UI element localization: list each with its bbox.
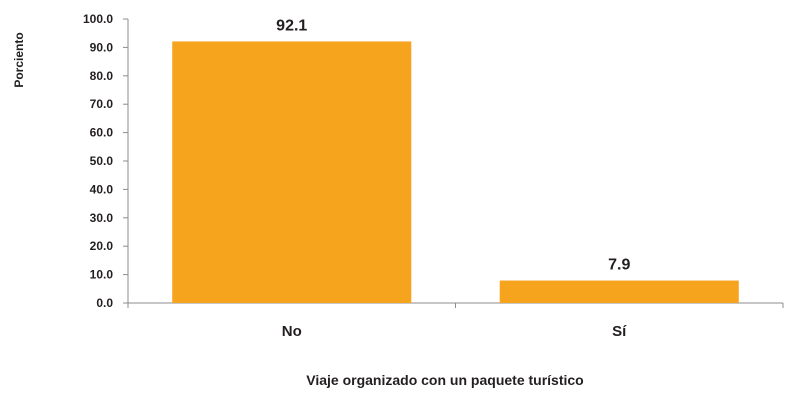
x-axis-title: Viaje organizado con un paquete turístic… — [306, 372, 583, 388]
y-tick-label: 100.0 — [83, 12, 113, 26]
y-tick-label: 50.0 — [90, 154, 114, 168]
y-tick-label: 0.0 — [96, 296, 113, 310]
y-tick-label: 10.0 — [90, 268, 114, 282]
y-tick-label: 20.0 — [90, 239, 114, 253]
x-axis: No Sí — [127, 302, 784, 340]
data-label: 92.1 — [276, 17, 307, 34]
y-axis-title: Porciento — [12, 32, 26, 87]
data-labels: 92.1 7.9 — [276, 17, 630, 273]
y-tick-label: 70.0 — [90, 97, 114, 111]
y-tick-label: 90.0 — [90, 40, 114, 54]
bar-s- — [499, 280, 739, 303]
y-tick-label: 60.0 — [90, 126, 114, 140]
bars — [172, 41, 739, 303]
x-tick-label: Sí — [612, 323, 627, 340]
data-label: 7.9 — [608, 257, 630, 274]
y-axis: 0.0 10.0 20.0 30.0 40.0 50.0 60.0 70.0 80.0 90.0 1… — [83, 12, 129, 310]
y-tick-label: 80.0 — [90, 69, 114, 83]
bar-no — [172, 41, 412, 303]
x-tick-label: No — [282, 323, 302, 340]
y-tick-label: 40.0 — [90, 182, 114, 196]
y-tick-label: 30.0 — [90, 211, 114, 225]
